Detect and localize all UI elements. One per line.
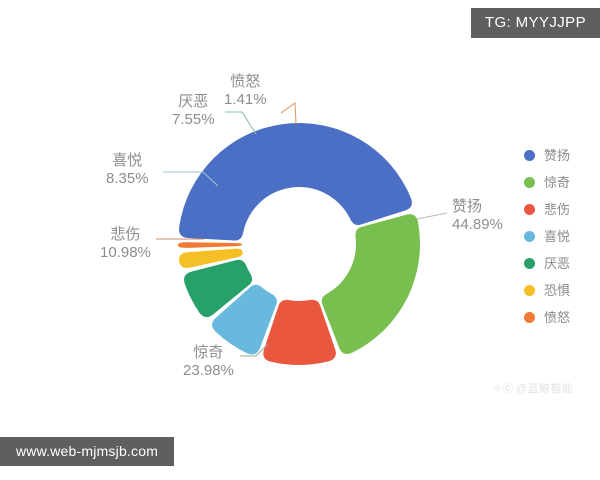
legend-item-label: 赞扬 — [544, 148, 571, 163]
donut-slice[interactable] — [212, 284, 277, 355]
legend-color-swatch — [524, 285, 535, 296]
legend-item[interactable]: 赞扬 — [524, 142, 600, 169]
legend-item[interactable]: 喜悦 — [524, 223, 600, 250]
leader-lines — [156, 101, 448, 357]
leader-line-anger — [280, 101, 297, 125]
chart-legend: 赞扬惊奇悲伤喜悦厌恶恐惧愤怒 — [524, 142, 600, 331]
leader-line-surprise — [240, 343, 269, 357]
slice-label-sad: 悲伤 10.98% — [100, 226, 151, 261]
leader-line-disgust — [225, 111, 257, 135]
brand-watermark: ⚛Ⓒ @蓝鲸智能 — [492, 380, 574, 396]
watermark-glyph: ⚛Ⓒ — [492, 383, 514, 395]
donut-slice[interactable] — [179, 248, 243, 268]
slice-label-disgust: 厌恶 7.55% — [172, 93, 215, 128]
legend-item-label: 喜悦 — [544, 229, 571, 244]
legend-color-swatch — [524, 177, 535, 188]
leader-line-praise — [416, 212, 448, 220]
donut-slice[interactable] — [179, 122, 412, 241]
legend-item[interactable]: 惊奇 — [524, 169, 600, 196]
legend-item-label: 厌恶 — [544, 256, 571, 271]
legend-color-swatch — [524, 312, 535, 323]
slice-label-sad-value: 10.98% — [100, 243, 151, 261]
legend-item[interactable]: 悲伤 — [524, 196, 600, 223]
watermark-text: @蓝鲸智能 — [515, 383, 574, 395]
slice-label-praise-value: 44.89% — [452, 215, 503, 233]
donut-slice[interactable] — [178, 242, 243, 248]
donut-slice[interactable] — [321, 214, 420, 355]
legend-item-label: 悲伤 — [544, 202, 571, 217]
slice-label-joy-name: 喜悦 — [112, 152, 143, 169]
legend-item[interactable]: 恐惧 — [524, 277, 600, 304]
leader-line-joy — [163, 171, 219, 187]
slice-label-praise-name: 赞扬 — [452, 198, 483, 215]
donut-slices — [178, 122, 420, 365]
slice-label-anger-value: 1.41% — [224, 90, 267, 108]
url-badge: www.web-mjmsjb.com — [0, 437, 175, 466]
legend-item-label: 恐惧 — [544, 283, 571, 298]
slice-label-sad-name: 悲伤 — [110, 226, 141, 243]
legend-item[interactable]: 厌恶 — [524, 250, 600, 277]
slice-label-disgust-value: 7.55% — [172, 110, 215, 128]
legend-item[interactable]: 愤怒 — [524, 304, 600, 331]
slice-label-anger: 愤怒 1.41% — [224, 73, 267, 108]
legend-color-swatch — [524, 150, 535, 161]
donut-slice[interactable] — [263, 299, 336, 365]
slice-label-surprise-value: 23.98% — [183, 361, 234, 379]
slice-label-disgust-name: 厌恶 — [178, 93, 209, 110]
legend-color-swatch — [524, 258, 535, 269]
tag-badge: TG: MYYJJPP — [470, 8, 600, 38]
slice-label-anger-name: 愤怒 — [230, 73, 261, 90]
slice-label-joy-value: 8.35% — [106, 169, 149, 187]
legend-color-swatch — [524, 204, 535, 215]
legend-item-label: 惊奇 — [544, 175, 571, 190]
slice-label-surprise-name: 惊奇 — [193, 344, 224, 361]
slice-label-surprise: 惊奇 23.98% — [183, 344, 234, 379]
donut-slice[interactable] — [184, 259, 253, 318]
slice-label-joy: 喜悦 8.35% — [106, 152, 149, 187]
legend-color-swatch — [524, 231, 535, 242]
slice-label-praise: 赞扬 44.89% — [452, 198, 503, 233]
legend-item-label: 愤怒 — [544, 310, 571, 325]
